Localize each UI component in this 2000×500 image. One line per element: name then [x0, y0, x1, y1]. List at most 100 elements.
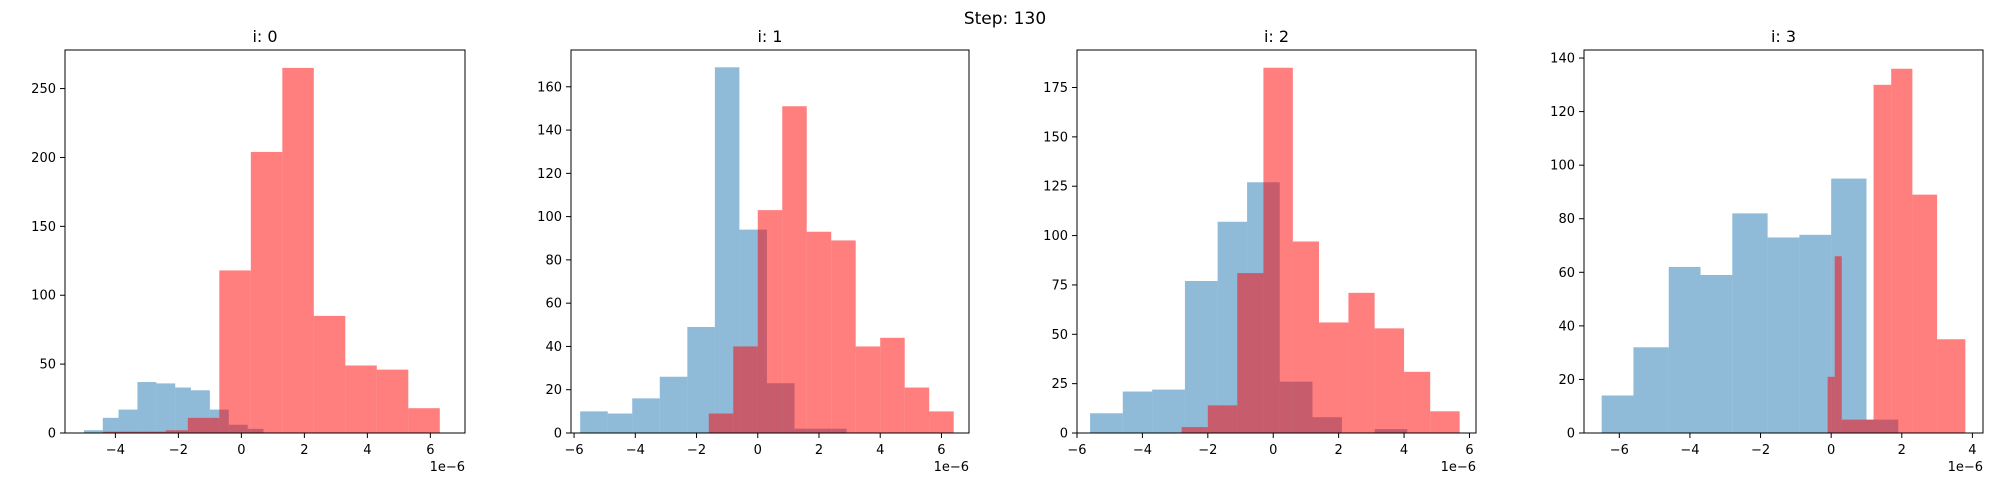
x-tick-label: −6 — [564, 443, 583, 458]
hist-bar-red — [904, 387, 930, 433]
hist-bar-blue — [1090, 413, 1123, 433]
hist-bar-blue — [175, 387, 191, 433]
hist-bar-red — [929, 411, 954, 433]
x-tick-label: 2 — [815, 443, 823, 458]
y-tick-label: 200 — [31, 151, 56, 166]
hist-bar-red — [1827, 376, 1835, 433]
hist-bar-red — [1841, 419, 1874, 433]
x-tick-label: 4 — [876, 443, 884, 458]
y-tick-label: 0 — [48, 427, 56, 442]
axes-frame — [1076, 49, 1477, 434]
hist-bar-red — [219, 270, 251, 433]
subplot-title: i: 1 — [757, 27, 782, 46]
x-tick-label: −4 — [1680, 443, 1699, 458]
x-tick-label: 0 — [237, 443, 245, 458]
x-tick-label: −2 — [1198, 443, 1217, 458]
y-tick-label: 120 — [537, 167, 562, 182]
hist-bar-red — [282, 67, 314, 434]
x-tick-label: 4 — [363, 443, 371, 458]
x-tick-label: 2 — [300, 443, 308, 458]
subplot-2: −6 −4 −2 0 2 4 6 0 25 50 75 100 125 150 175 i: 2 1e−6 — [1043, 27, 1477, 475]
hist-bar-red — [250, 151, 283, 433]
x-tick-label: 6 — [426, 443, 434, 458]
hist-bar-blue — [580, 411, 608, 433]
x-offset-label: 1e−6 — [934, 460, 969, 475]
hist-bar-red — [806, 231, 832, 433]
hist-bar-red — [134, 431, 166, 433]
hist-bar-red — [733, 346, 758, 433]
hist-bar-red — [1263, 67, 1293, 434]
hist-bar-blue — [1152, 389, 1185, 433]
hist-bar-red — [831, 240, 856, 433]
y-tick-label: 160 — [537, 80, 562, 95]
x-tick-label: 2 — [1898, 443, 1906, 458]
y-tick-label: 150 — [1043, 130, 1068, 145]
x-tick-label: 4 — [1968, 443, 1976, 458]
axes-frame — [570, 49, 970, 434]
hist-bar-red — [313, 315, 346, 433]
axes-frame — [1583, 49, 1984, 434]
y-tick-label: 20 — [545, 383, 562, 398]
hist-bar-blue — [1601, 395, 1634, 433]
y-tick-label: 120 — [1550, 105, 1575, 120]
hist-bar-red — [1292, 241, 1320, 433]
figure-suptitle: Step: 130 — [964, 9, 1046, 29]
y-tick-label: 150 — [31, 220, 56, 235]
y-tick-label: 50 — [1051, 328, 1068, 343]
hist-bar-blue — [1732, 213, 1768, 433]
x-tick-label: −4 — [1133, 443, 1152, 458]
hist-bar-red — [1891, 68, 1913, 433]
y-tick-label: 60 — [545, 297, 562, 312]
hist-bar-red — [757, 210, 783, 433]
x-tick-label: 2 — [1334, 443, 1342, 458]
x-tick-label: 4 — [1400, 443, 1408, 458]
hist-bar-blue — [1668, 266, 1701, 433]
x-tick-label: −6 — [1067, 443, 1086, 458]
hist-bar-blue — [118, 409, 138, 433]
hist-bar-red — [1937, 339, 1966, 433]
hist-bar-red — [1374, 328, 1405, 433]
hist-bar-red — [1348, 292, 1375, 433]
hist-bar-red — [102, 431, 135, 433]
x-tick-label: 6 — [937, 443, 945, 458]
hist-bar-red — [1912, 194, 1938, 433]
y-tick-label: 125 — [1043, 180, 1068, 195]
hist-bar-red — [1430, 411, 1460, 433]
axes-frame — [64, 49, 466, 434]
hist-bar-red — [782, 106, 807, 433]
x-tick-label: −2 — [687, 443, 706, 458]
hist-bar-red — [1404, 371, 1431, 433]
hist-bar-blue — [83, 430, 103, 433]
hist-bar-red — [165, 430, 188, 433]
x-tick-label: −2 — [1751, 443, 1770, 458]
y-tick-label: 100 — [1043, 229, 1068, 244]
x-tick-label: 0 — [1269, 443, 1277, 458]
y-tick-label: 100 — [537, 210, 562, 225]
hist-bar-blue — [1700, 274, 1733, 433]
hist-bar-blue — [1633, 347, 1669, 433]
y-tick-label: 100 — [31, 289, 56, 304]
y-tick-label: 250 — [31, 82, 56, 97]
hist-bar-red — [1207, 405, 1238, 433]
x-tick-label: −2 — [169, 443, 188, 458]
hist-bar-red — [855, 346, 881, 433]
y-tick-label: 25 — [1051, 377, 1068, 392]
x-tick-label: −6 — [1610, 443, 1629, 458]
hist-bar-blue — [659, 376, 688, 433]
x-tick-label: 0 — [754, 443, 762, 458]
hist-bar-red — [880, 337, 905, 433]
hist-bar-red — [708, 413, 734, 433]
y-tick-label: 75 — [1051, 278, 1068, 293]
subplot-title: i: 3 — [1771, 27, 1796, 46]
y-tick-label: 0 — [1060, 427, 1068, 442]
x-offset-label: 1e−6 — [1441, 460, 1476, 475]
subplot-title: i: 0 — [252, 27, 277, 46]
subplot-0: −4 −2 0 2 4 6 0 50 100 150 200 250 i: 0 1e−6 — [31, 27, 466, 475]
y-tick-label: 140 — [537, 124, 562, 139]
subplot-title: i: 2 — [1264, 27, 1289, 46]
x-tick-label: −4 — [626, 443, 645, 458]
hist-bar-blue — [607, 413, 633, 433]
hist-bar-blue — [156, 383, 176, 433]
